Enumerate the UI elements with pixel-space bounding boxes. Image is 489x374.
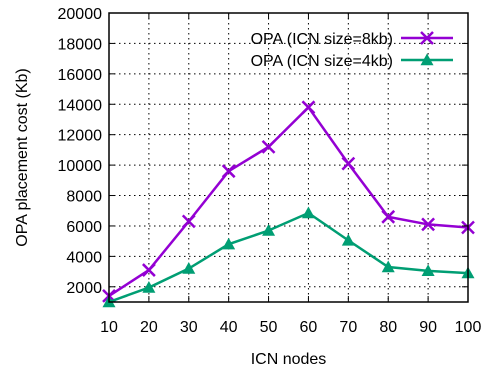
x-tick-label: 10 [100, 319, 118, 336]
marker-stroke [301, 100, 316, 115]
tick-labels: 10 20 30 40 50 60 70 80 90 100 2000 4000 6000 8000 100… [58, 6, 482, 336]
x-tick-label: 20 [140, 319, 158, 336]
x-tick-label: 80 [379, 319, 397, 336]
x-tick-label: 70 [339, 319, 357, 336]
marker-stroke [261, 139, 276, 154]
y-tick-label: 10000 [58, 158, 103, 175]
data-point [182, 262, 196, 274]
legend-label: OPA (ICN size=8kb) [251, 31, 393, 48]
marker-stroke [142, 263, 156, 277]
marker-stroke [181, 214, 196, 229]
data-point [142, 281, 156, 293]
x-axis-label: ICN nodes [251, 351, 327, 368]
x-tick-label: 60 [300, 319, 318, 336]
legend-marker [420, 53, 434, 66]
data-point [261, 139, 276, 154]
legend-label: OPA (ICN size=4kb) [251, 53, 393, 70]
plot-frame [108, 12, 469, 303]
data-point [142, 263, 156, 277]
y-tick-label: 6000 [66, 219, 102, 236]
legend-marker [420, 31, 434, 45]
data-point [421, 217, 435, 232]
y-tick-label: 20000 [58, 6, 103, 23]
data-point [341, 233, 355, 246]
x-tick-label: 100 [455, 319, 482, 336]
data-point [262, 224, 276, 236]
series-layer [102, 100, 475, 308]
x-tick-label: 30 [180, 319, 198, 336]
x-tick-label: 90 [419, 319, 437, 336]
legend-item-2: OPA (ICN size=4kb) [251, 53, 453, 70]
data-point [381, 209, 396, 224]
data-point [341, 156, 356, 171]
data-point [421, 264, 435, 277]
marker-stroke [421, 217, 435, 232]
y-tick-label: 14000 [58, 97, 103, 114]
series-line [108, 211, 469, 304]
y-axis-label: OPA placement cost (Kb) [14, 68, 31, 246]
series-line [108, 105, 469, 297]
data-point [181, 214, 196, 229]
marker-stroke [381, 209, 396, 224]
data-point [301, 206, 315, 219]
marker-stroke [221, 164, 236, 179]
data-point [301, 100, 316, 115]
y-tick-label: 4000 [66, 249, 102, 266]
marker-stroke [420, 31, 434, 45]
data-point [221, 164, 236, 179]
legend-item-1: OPA (ICN size=8kb) [251, 31, 453, 48]
x-tick-label: 50 [260, 319, 278, 336]
legend: OPA (ICN size=8kb) OPA (ICN size=4kb) [251, 31, 453, 70]
marker-stroke [341, 156, 356, 171]
grid-lines [109, 13, 468, 302]
y-tick-label: 18000 [58, 36, 103, 53]
series-1 [102, 100, 475, 303]
series-2 [102, 206, 475, 308]
y-tick-label: 2000 [66, 280, 102, 297]
y-tick-label: 8000 [66, 189, 102, 206]
data-point [381, 260, 395, 273]
y-tick-label: 16000 [58, 67, 103, 84]
y-tick-label: 12000 [58, 128, 103, 145]
data-point [222, 237, 236, 250]
x-tick-label: 40 [220, 319, 238, 336]
